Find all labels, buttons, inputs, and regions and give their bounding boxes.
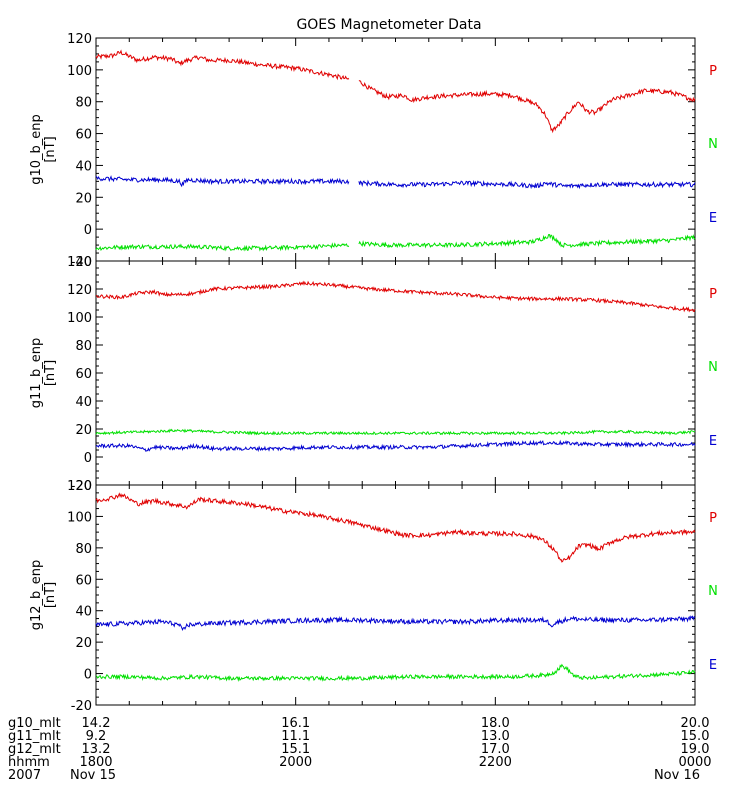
y-tick-label: 0	[84, 668, 92, 683]
series-line-E	[95, 439, 696, 453]
bottom-tick-label: 15.0	[681, 729, 710, 744]
y-tick-label: 120	[67, 32, 92, 47]
y-tick-label: 80	[75, 339, 92, 354]
bottom-tick-label: 18.0	[481, 716, 510, 731]
y-axis-unit: [nT]	[43, 136, 58, 162]
bottom-tick-label: 1800	[79, 755, 112, 770]
y-tick-label: 60	[75, 367, 92, 382]
y-tick-label: 20	[75, 191, 92, 206]
legend-P: P	[709, 64, 717, 79]
y-tick-label: 120	[67, 283, 92, 298]
y-tick-label: -20	[71, 479, 92, 494]
series-line-E	[95, 175, 350, 188]
series-line-P	[95, 280, 696, 313]
bottom-tick-label: 15.1	[281, 742, 310, 757]
bottom-tick-label: 2200	[479, 755, 512, 770]
series-line-E	[95, 615, 696, 631]
y-tick-label: 100	[67, 311, 92, 326]
bottom-row-label: g10_mlt	[8, 716, 61, 731]
bottom-tick-label: 16.1	[281, 716, 310, 731]
bottom-tick-label: Nov 15	[70, 768, 116, 783]
panel-1: -20 0 20 40 60 80 100 120 g10_b_enp [nT] P N E	[29, 32, 718, 270]
bottom-tick-label: 9.2	[86, 729, 107, 744]
panel-frame	[95, 37, 696, 262]
bottom-tick-label: 20.0	[681, 716, 710, 731]
panel-2: -20 0 20 40 60 80 100 120 140 g11_b_enp [nT] P N E	[29, 255, 718, 494]
bottom-tick-label: 17.0	[481, 742, 510, 757]
bottom-row-label: 2007	[8, 768, 41, 783]
bottom-tick-label: 2000	[279, 755, 312, 770]
y-tick-label: 0	[84, 223, 92, 238]
panel-frame	[95, 484, 696, 706]
y-axis-label: g11_b_enp	[29, 338, 44, 409]
bottom-row-label: g12_mlt	[8, 742, 61, 757]
legend-N: N	[708, 360, 718, 375]
legend-E: E	[709, 658, 717, 673]
series-line-N	[95, 428, 696, 436]
legend-N: N	[708, 584, 718, 599]
bottom-row-label: g11_mlt	[8, 729, 61, 744]
y-tick-label: 20	[75, 636, 92, 651]
legend-P: P	[709, 287, 717, 302]
legend-N: N	[708, 137, 718, 152]
y-tick-label: 60	[75, 128, 92, 143]
bottom-tick-label: 11.1	[281, 729, 310, 744]
y-tick-label: 40	[75, 159, 92, 174]
bottom-tick-label: 13.2	[82, 742, 111, 757]
series-line-P	[95, 49, 350, 81]
legend-E: E	[709, 211, 717, 226]
series-line-E	[358, 179, 696, 190]
bottom-tick-label: 13.0	[481, 729, 510, 744]
y-tick-label: 100	[67, 510, 92, 525]
legend-P: P	[709, 511, 717, 526]
y-tick-label: 120	[67, 479, 92, 494]
y-axis-unit: [nT]	[43, 582, 58, 608]
bottom-tick-label: 14.2	[82, 716, 111, 731]
y-tick-label: 80	[75, 542, 92, 557]
y-tick-label: 40	[75, 605, 92, 620]
series-line-P	[358, 80, 696, 134]
y-tick-label: -20	[71, 255, 92, 270]
y-tick-label: 60	[75, 573, 92, 588]
series-line-N	[358, 233, 696, 249]
series-line-N	[95, 242, 350, 252]
y-tick-label: 0	[84, 451, 92, 466]
series-line-N	[95, 663, 696, 683]
y-tick-label: 40	[75, 395, 92, 410]
y-tick-label: 100	[67, 64, 92, 79]
y-tick-label: 140	[67, 255, 92, 270]
legend-E: E	[709, 434, 717, 449]
y-axis-unit: [nT]	[43, 360, 58, 386]
y-axis-label: g10_b_enp	[29, 114, 44, 185]
panel-3: -20 0 20 40 60 80 100 120 g12_b_enp [nT] P N E	[29, 479, 718, 714]
y-tick-label: 20	[75, 423, 92, 438]
chart-title: GOES Magnetometer Data	[296, 17, 481, 33]
y-axis-label: g12_b_enp	[29, 560, 44, 631]
bottom-row-label: hhmm	[8, 755, 50, 770]
series-line-P	[95, 492, 696, 563]
bottom-tick-label: 0000	[678, 755, 711, 770]
y-tick-label: 80	[75, 96, 92, 111]
bottom-tick-label: 19.0	[681, 742, 710, 757]
bottom-tick-label: Nov 16	[654, 768, 700, 783]
y-tick-label: -20	[71, 699, 92, 714]
